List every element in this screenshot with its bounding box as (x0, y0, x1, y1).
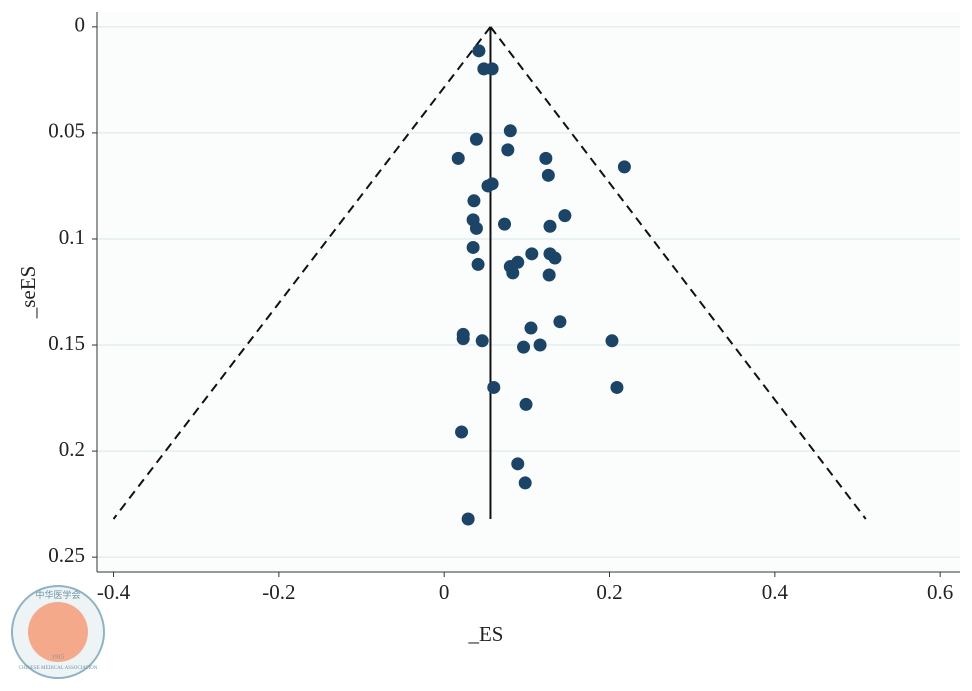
point (472, 44, 486, 58)
point (498, 217, 512, 231)
point (481, 179, 495, 193)
y-tick-label: 0.05 (48, 119, 85, 143)
x-tick-label: 0.4 (762, 580, 789, 604)
x-tick-label: -0.4 (97, 580, 131, 604)
logo-chinese: 中华医学会 (35, 589, 80, 600)
y-tick-label: 0.2 (59, 437, 85, 461)
y-tick-label: 0.1 (59, 225, 85, 249)
point (553, 315, 567, 329)
point (487, 380, 501, 394)
x-tick-label: 0.2 (596, 580, 622, 604)
point (469, 221, 483, 235)
point (475, 334, 489, 348)
point (485, 62, 499, 76)
y-tick-label: 0.25 (48, 543, 85, 567)
logo-map (28, 602, 88, 662)
point (542, 268, 556, 282)
x-tick-label: 0 (439, 580, 450, 604)
point (461, 512, 475, 526)
point (506, 266, 520, 280)
point (548, 251, 562, 265)
point (511, 457, 525, 471)
point (543, 219, 557, 233)
point (533, 338, 547, 352)
point (519, 397, 533, 411)
point (469, 132, 483, 146)
point (539, 151, 553, 165)
point (558, 209, 572, 223)
point (471, 257, 485, 271)
y-tick-label: 0.15 (48, 331, 85, 355)
point (617, 160, 631, 174)
point (605, 334, 619, 348)
point (455, 425, 469, 439)
point (610, 380, 624, 394)
y-tick-label: 0 (75, 13, 86, 37)
x-tick-label: 0.6 (927, 580, 953, 604)
point (503, 124, 517, 138)
point (518, 476, 532, 490)
funnel-right (489, 26, 867, 520)
point (524, 321, 538, 335)
point (466, 240, 480, 254)
funnel-left (112, 26, 492, 520)
point (525, 247, 539, 261)
x-axis-label: _ES (467, 622, 503, 646)
point (456, 332, 470, 346)
point (517, 340, 531, 354)
point (467, 194, 481, 208)
point (451, 151, 465, 165)
logo-year: 1915 (52, 654, 64, 660)
point (541, 168, 555, 182)
x-tick-label: -0.2 (262, 580, 295, 604)
y-axis-label: _seES (16, 266, 40, 320)
point (501, 143, 515, 157)
logo-english: CHINESE MEDICAL ASSOCIATION (19, 666, 98, 671)
watermark: 中华医学会 CHINESE MEDICAL ASSOCIATION 1915 (11, 585, 105, 679)
